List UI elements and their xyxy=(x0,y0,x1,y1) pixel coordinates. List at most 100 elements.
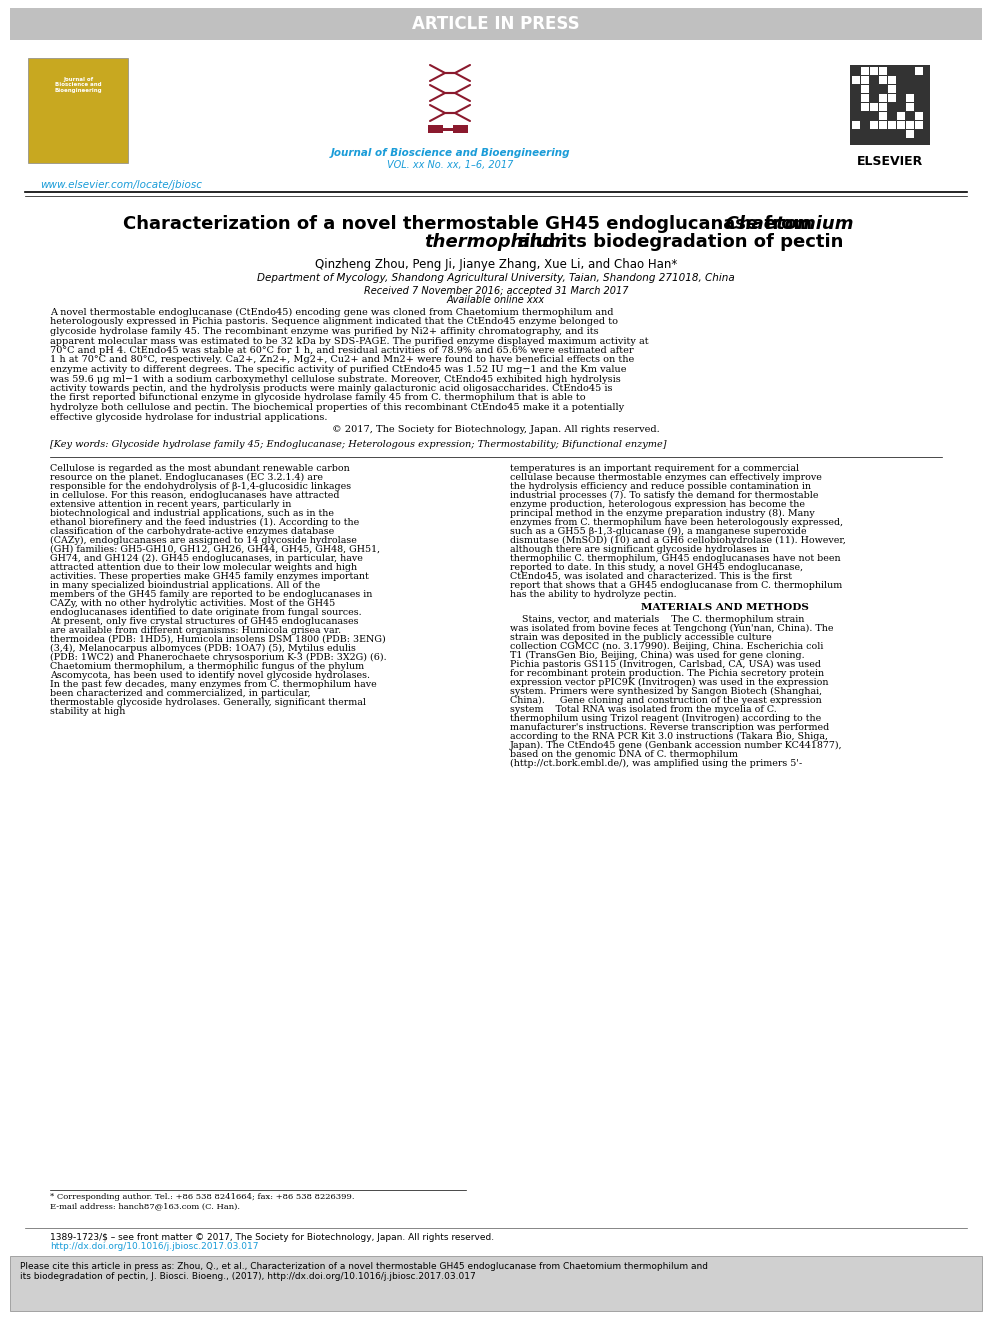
Text: Japan). The CtEndo45 gene (Genbank accession number KC441877),: Japan). The CtEndo45 gene (Genbank acces… xyxy=(510,741,842,750)
Text: Department of Mycology, Shandong Agricultural University, Taian, Shandong 271018: Department of Mycology, Shandong Agricul… xyxy=(257,273,735,283)
Text: http://dx.doi.org/10.1016/j.jbiosc.2017.03.017: http://dx.doi.org/10.1016/j.jbiosc.2017.… xyxy=(50,1242,259,1252)
Text: are available from different organisms: Humicola grisea var.: are available from different organisms: … xyxy=(50,626,341,635)
Bar xyxy=(850,65,930,146)
Text: 1389-1723/$ – see front matter © 2017, The Society for Biotechnology, Japan. All: 1389-1723/$ – see front matter © 2017, T… xyxy=(50,1233,494,1242)
Text: Please cite this article in press as: Zhou, Q., et al., Characterization of a no: Please cite this article in press as: Zh… xyxy=(20,1262,708,1271)
Text: although there are significant glycoside hydrolases in: although there are significant glycoside… xyxy=(510,545,769,554)
Text: Chaetomium thermophilum, a thermophilic fungus of the phylum: Chaetomium thermophilum, a thermophilic … xyxy=(50,662,364,671)
Bar xyxy=(906,130,914,138)
Text: activity towards pectin, and the hydrolysis products were mainly galacturonic ac: activity towards pectin, and the hydroly… xyxy=(50,384,612,393)
Text: A novel thermostable endoglucanase (CtEndo45) encoding gene was cloned from Chae: A novel thermostable endoglucanase (CtEn… xyxy=(50,308,613,318)
Text: system. Primers were synthesized by Sangon Biotech (Shanghai,: system. Primers were synthesized by Sang… xyxy=(510,687,822,696)
Text: extensive attention in recent years, particularly in: extensive attention in recent years, par… xyxy=(50,500,292,509)
Bar xyxy=(861,85,869,93)
Text: according to the RNA PCR Kit 3.0 instructions (Takara Bio, Shiga,: according to the RNA PCR Kit 3.0 instruc… xyxy=(510,732,828,741)
Text: classification of the carbohydrate-active enzymes database: classification of the carbohydrate-activ… xyxy=(50,527,334,536)
Text: * Corresponding author. Tel.: +86 538 8241664; fax: +86 538 8226399.: * Corresponding author. Tel.: +86 538 82… xyxy=(50,1193,354,1201)
Bar xyxy=(906,103,914,111)
Bar xyxy=(906,120,914,130)
Text: and its biodegradation of pectin: and its biodegradation of pectin xyxy=(149,233,843,251)
Text: temperatures is an important requirement for a commercial: temperatures is an important requirement… xyxy=(510,464,800,474)
Text: for recombinant protein production. The Pichia secretory protein: for recombinant protein production. The … xyxy=(510,669,824,677)
Text: (GH) families: GH5-GH10, GH12, GH26, GH44, GH45, GH48, GH51,: (GH) families: GH5-GH10, GH12, GH26, GH4… xyxy=(50,545,380,554)
Text: Cellulose is regarded as the most abundant renewable carbon: Cellulose is regarded as the most abunda… xyxy=(50,464,350,474)
Text: (CAZy), endoglucanases are assigned to 14 glycoside hydrolase: (CAZy), endoglucanases are assigned to 1… xyxy=(50,536,357,545)
Bar xyxy=(453,124,468,134)
Text: www.elsevier.com/locate/jbiosc: www.elsevier.com/locate/jbiosc xyxy=(40,180,202,191)
Text: collection CGMCC (no. 3.17990). Beijing, China. Escherichia coli: collection CGMCC (no. 3.17990). Beijing,… xyxy=(510,642,823,651)
Text: At present, only five crystal structures of GH45 endoglucanases: At present, only five crystal structures… xyxy=(50,617,358,626)
Text: heterologously expressed in Pichia pastoris. Sequence alignment indicated that t: heterologously expressed in Pichia pasto… xyxy=(50,318,618,327)
Text: GH74, and GH124 (2). GH45 endoglucanases, in particular, have: GH74, and GH124 (2). GH45 endoglucanases… xyxy=(50,554,363,564)
Text: glycoside hydrolase family 45. The recombinant enzyme was purified by Ni2+ affin: glycoside hydrolase family 45. The recom… xyxy=(50,327,598,336)
Text: (PDB: 1WC2) and Phanerochaete chrysosporium K-3 (PDB: 3X2G) (6).: (PDB: 1WC2) and Phanerochaete chrysospor… xyxy=(50,654,387,662)
Text: MATERIALS AND METHODS: MATERIALS AND METHODS xyxy=(641,603,808,613)
Text: been characterized and commercialized, in particular,: been characterized and commercialized, i… xyxy=(50,689,310,699)
Text: was 59.6 μg ml−1 with a sodium carboxymethyl cellulose substrate. Moreover, CtEn: was 59.6 μg ml−1 with a sodium carboxyme… xyxy=(50,374,621,384)
Bar xyxy=(915,120,923,130)
Text: its biodegradation of pectin, J. Biosci. Bioeng., (2017), http://dx.doi.org/10.1: its biodegradation of pectin, J. Biosci.… xyxy=(20,1271,476,1281)
Text: principal method in the enzyme preparation industry (8). Many: principal method in the enzyme preparati… xyxy=(510,509,814,519)
Text: enzyme activity to different degrees. The specific activity of purified CtEndo45: enzyme activity to different degrees. Th… xyxy=(50,365,627,374)
Bar xyxy=(888,75,896,83)
Text: 1 h at 70°C and 80°C, respectively. Ca2+, Zn2+, Mg2+, Cu2+ and Mn2+ were found t: 1 h at 70°C and 80°C, respectively. Ca2+… xyxy=(50,356,634,365)
Text: © 2017, The Society for Biotechnology, Japan. All rights reserved.: © 2017, The Society for Biotechnology, J… xyxy=(332,425,660,434)
Text: (3,4), Melanocarpus albomyces (PDB: 1OA7) (5), Mytilus edulis: (3,4), Melanocarpus albomyces (PDB: 1OA7… xyxy=(50,644,356,654)
Text: stability at high: stability at high xyxy=(50,706,125,716)
Text: expression vector pPIC9K (Invitrogen) was used in the expression: expression vector pPIC9K (Invitrogen) wa… xyxy=(510,677,828,687)
Text: cellulase because thermostable enzymes can effectively improve: cellulase because thermostable enzymes c… xyxy=(510,474,822,482)
Text: industrial processes (7). To satisfy the demand for thermostable: industrial processes (7). To satisfy the… xyxy=(510,491,818,500)
Text: 70°C and pH 4. CtEndo45 was stable at 60°C for 1 h, and residual activities of 7: 70°C and pH 4. CtEndo45 was stable at 60… xyxy=(50,347,634,355)
Text: the first reported bifunctional enzyme in glycoside hydrolase family 45 from C. : the first reported bifunctional enzyme i… xyxy=(50,393,585,402)
Text: system    Total RNA was isolated from the mycelia of C.: system Total RNA was isolated from the m… xyxy=(510,705,777,714)
Text: thermophilic C. thermophilum, GH45 endoglucanases have not been: thermophilic C. thermophilum, GH45 endog… xyxy=(510,554,840,564)
Text: [Key words: Glycoside hydrolase family 45; Endoglucanase; Heterologous expressio: [Key words: Glycoside hydrolase family 4… xyxy=(50,441,667,448)
Text: T1 (TransGen Bio, Beijing, China) was used for gene cloning.: T1 (TransGen Bio, Beijing, China) was us… xyxy=(510,651,805,660)
Text: Pichia pastoris GS115 (Invitrogen, Carlsbad, CA, USA) was used: Pichia pastoris GS115 (Invitrogen, Carls… xyxy=(510,660,821,669)
Text: thermophilum: thermophilum xyxy=(425,233,567,251)
Bar xyxy=(888,120,896,130)
Text: the hydrolysis efficiency and reduce possible contamination in: the hydrolysis efficiency and reduce pos… xyxy=(510,482,811,491)
Text: endoglucanases identified to date originate from fungal sources.: endoglucanases identified to date origin… xyxy=(50,609,362,617)
Text: China).     Gene cloning and construction of the yeast expression: China). Gene cloning and construction of… xyxy=(510,696,821,705)
Text: apparent molecular mass was estimated to be 32 kDa by SDS-PAGE. The purified enz: apparent molecular mass was estimated to… xyxy=(50,336,649,345)
Text: Stains, vector, and materials    The C. thermophilum strain: Stains, vector, and materials The C. the… xyxy=(510,615,805,624)
Bar xyxy=(870,103,878,111)
Bar xyxy=(435,128,461,131)
Text: E-mail address: hanch87@163.com (C. Han).: E-mail address: hanch87@163.com (C. Han)… xyxy=(50,1203,240,1211)
Bar xyxy=(915,112,923,120)
Text: Ascomycota, has been used to identify novel glycoside hydrolases.: Ascomycota, has been used to identify no… xyxy=(50,671,370,680)
Bar xyxy=(861,75,869,83)
Text: enzymes from C. thermophilum have been heterologously expressed,: enzymes from C. thermophilum have been h… xyxy=(510,519,843,527)
Text: biotechnological and industrial applications, such as in the: biotechnological and industrial applicat… xyxy=(50,509,334,519)
Text: dismutase (MnSOD) (10) and a GH6 cellobiohydrolase (11). However,: dismutase (MnSOD) (10) and a GH6 cellobi… xyxy=(510,536,846,545)
Bar xyxy=(879,75,887,83)
Text: thermophilum using Trizol reagent (Invitrogen) according to the: thermophilum using Trizol reagent (Invit… xyxy=(510,714,821,724)
Bar xyxy=(861,103,869,111)
Text: Journal of
Bioscience and
Bioengineering: Journal of Bioscience and Bioengineering xyxy=(55,77,102,94)
Text: was isolated from bovine feces at Tengchong (Yun'nan, China). The: was isolated from bovine feces at Tengch… xyxy=(510,624,833,634)
Bar xyxy=(879,103,887,111)
Text: CAZy, with no other hydrolytic activities. Most of the GH45: CAZy, with no other hydrolytic activitie… xyxy=(50,599,335,609)
Text: Received 7 November 2016; accepted 31 March 2017: Received 7 November 2016; accepted 31 Ma… xyxy=(364,286,628,296)
Text: ARTICLE IN PRESS: ARTICLE IN PRESS xyxy=(413,15,579,33)
Bar xyxy=(879,94,887,102)
Text: thermostable glycoside hydrolases. Generally, significant thermal: thermostable glycoside hydrolases. Gener… xyxy=(50,699,366,706)
Text: effective glycoside hydrolase for industrial applications.: effective glycoside hydrolase for indust… xyxy=(50,413,327,422)
Bar xyxy=(915,67,923,75)
Text: resource on the planet. Endoglucanases (EC 3.2.1.4) are: resource on the planet. Endoglucanases (… xyxy=(50,474,323,482)
Bar xyxy=(888,94,896,102)
Bar xyxy=(879,67,887,75)
Bar xyxy=(897,120,905,130)
Bar xyxy=(861,67,869,75)
Bar xyxy=(28,58,128,163)
Text: in many specialized bioindustrial applications. All of the: in many specialized bioindustrial applic… xyxy=(50,581,320,590)
Text: Available online xxx: Available online xxx xyxy=(447,295,545,306)
Bar xyxy=(870,120,878,130)
Text: members of the GH45 family are reported to be endoglucanases in: members of the GH45 family are reported … xyxy=(50,590,372,599)
Text: CtEndo45, was isolated and characterized. This is the first: CtEndo45, was isolated and characterized… xyxy=(510,572,792,581)
Bar xyxy=(852,75,860,83)
Bar xyxy=(870,67,878,75)
Text: based on the genomic DNA of C. thermophilum: based on the genomic DNA of C. thermophi… xyxy=(510,750,738,759)
Bar xyxy=(906,94,914,102)
